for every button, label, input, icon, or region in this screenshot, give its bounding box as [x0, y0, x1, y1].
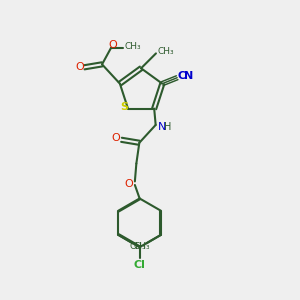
Text: N: N [184, 71, 193, 81]
Text: C: C [178, 71, 186, 81]
Text: O: O [124, 179, 133, 189]
Text: Cl: Cl [134, 260, 146, 270]
Text: CH₃: CH₃ [157, 47, 174, 56]
Text: S: S [120, 102, 128, 112]
Text: O: O [75, 62, 84, 72]
Text: CH₃: CH₃ [124, 42, 141, 51]
Text: O: O [112, 133, 121, 143]
Text: CH₃: CH₃ [129, 242, 146, 251]
Text: CH₃: CH₃ [134, 242, 150, 251]
Text: H: H [164, 122, 172, 132]
Text: N: N [158, 122, 166, 132]
Text: O: O [108, 40, 117, 50]
